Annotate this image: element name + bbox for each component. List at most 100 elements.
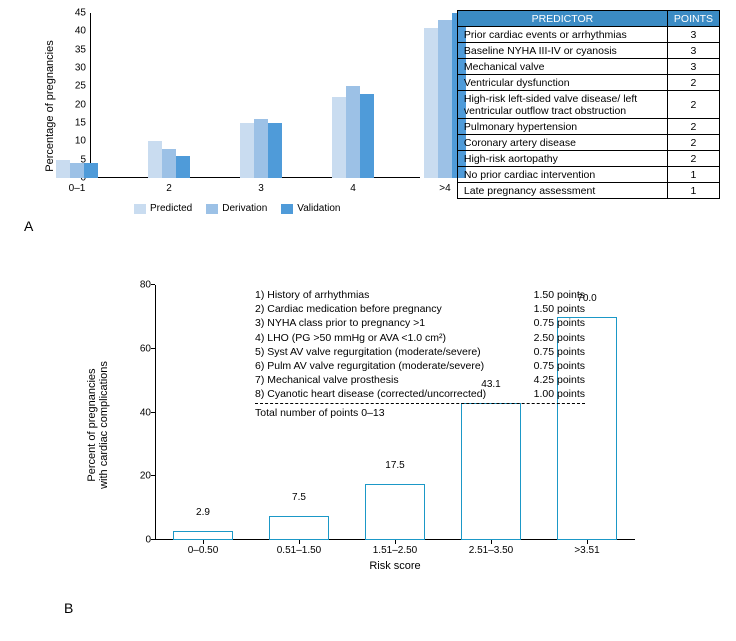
chart-a-ylabel: Percentage of pregnancies [44, 40, 56, 171]
legend-swatch [281, 204, 293, 214]
ytick: 0 [127, 535, 151, 546]
xtick: 3 [258, 183, 264, 194]
bar [176, 156, 190, 178]
predictor-text: 5) Syst AV valve regurgitation (moderate… [255, 345, 515, 359]
ytick: 40 [62, 26, 86, 37]
bar-value-label: 7.5 [292, 492, 306, 503]
xtick-mark [587, 540, 588, 544]
points-cell: 3 [667, 59, 719, 75]
table-header-points: POINTS [667, 11, 719, 27]
ytick: 15 [62, 118, 86, 129]
legend-swatch [206, 204, 218, 214]
predictor-row: 6) Pulm AV valve regurgitation (moderate… [255, 359, 585, 373]
bar [461, 403, 521, 540]
points-cell: 1 [667, 183, 719, 199]
predictor-cell: High-risk aortopathy [457, 151, 667, 167]
points-cell: 2 [667, 119, 719, 135]
predictor-points: 0.75 points [515, 359, 585, 373]
predictor-row: 2) Cardiac medication before pregnancy1.… [255, 302, 585, 316]
bar [360, 94, 374, 178]
bar [56, 160, 70, 178]
ytick-mark [151, 348, 155, 349]
panel-a-label: A [24, 218, 33, 234]
points-cell: 2 [667, 135, 719, 151]
bar [269, 516, 329, 540]
predictor-row: 8) Cyanotic heart disease (corrected/unc… [255, 387, 585, 401]
xtick-mark [203, 540, 204, 544]
table-row: Late pregnancy assessment1 [457, 183, 719, 199]
chart-b-ylabel: Percent of pregnancieswith cardiac compl… [86, 361, 110, 489]
separator [255, 403, 585, 404]
bar [332, 97, 346, 178]
table-row: No prior cardiac intervention1 [457, 167, 719, 183]
chart-b-xlabel: Risk score [155, 560, 635, 572]
table-row: Pulmonary hypertension2 [457, 119, 719, 135]
xtick: 0–1 [69, 183, 86, 194]
predictor-list: 1) History of arrhythmias1.50 points2) C… [255, 288, 585, 421]
xtick-mark [491, 540, 492, 544]
bar [148, 141, 162, 178]
chart-a-plot: 0510152025303540450–1234>4 [90, 13, 420, 178]
ytick: 30 [62, 63, 86, 74]
predictor-cell: Mechanical valve [457, 59, 667, 75]
predictor-row: 7) Mechanical valve prosthesis4.25 point… [255, 373, 585, 387]
ytick: 60 [127, 343, 151, 354]
ytick: 25 [62, 81, 86, 92]
bar [162, 149, 176, 178]
ytick: 45 [62, 8, 86, 19]
xtick: 1.51–2.50 [373, 545, 418, 556]
predictor-row: 4) LHO (PG >50 mmHg or AVA <1.0 cm²)2.50… [255, 331, 585, 345]
axis-y [90, 13, 91, 178]
table-row: Mechanical valve3 [457, 59, 719, 75]
predictor-row: 1) History of arrhythmias1.50 points [255, 288, 585, 302]
points-cell: 1 [667, 167, 719, 183]
points-cell: 2 [667, 91, 719, 119]
predictor-points: 1.00 points [515, 387, 585, 401]
predictor-row: 3) NYHA class prior to pregnancy >10.75 … [255, 316, 585, 330]
predictor-text: 4) LHO (PG >50 mmHg or AVA <1.0 cm²) [255, 331, 515, 345]
xtick: 2.51–3.50 [469, 545, 514, 556]
points-cell: 2 [667, 75, 719, 91]
bar [70, 163, 84, 178]
panel-a: Percentage of pregnancies 05101520253035… [20, 8, 720, 238]
xtick: 2 [166, 183, 172, 194]
bar [438, 20, 452, 178]
ytick: 20 [127, 471, 151, 482]
table-row: Baseline NYHA III-IV or cyanosis3 [457, 43, 719, 59]
panel-b: Percent of pregnancieswith cardiac compl… [60, 280, 680, 630]
predictor-cell: No prior cardiac intervention [457, 167, 667, 183]
legend-label: Validation [297, 203, 340, 214]
bar [365, 484, 425, 540]
table-row: Prior cardiac events or arrhythmias3 [457, 27, 719, 43]
predictor-cell: Ventricular dysfunction [457, 75, 667, 91]
predictor-text: 2) Cardiac medication before pregnancy [255, 302, 515, 316]
predictor-text: 7) Mechanical valve prosthesis [255, 373, 515, 387]
predictor-cell: High-risk left-sided valve disease/ left… [457, 91, 667, 119]
legend-swatch [134, 204, 146, 214]
table-row: High-risk left-sided valve disease/ left… [457, 91, 719, 119]
predictor-points: 0.75 points [515, 345, 585, 359]
table-row: Ventricular dysfunction2 [457, 75, 719, 91]
bar-value-label: 2.9 [196, 507, 210, 518]
xtick: 4 [350, 183, 356, 194]
predictor-cell: Baseline NYHA III-IV or cyanosis [457, 43, 667, 59]
bar [84, 163, 98, 178]
points-cell: 2 [667, 151, 719, 167]
bar [173, 531, 233, 540]
predictor-points: 1.50 points [515, 302, 585, 316]
table-row: High-risk aortopathy2 [457, 151, 719, 167]
bar [254, 119, 268, 178]
ytick: 10 [62, 136, 86, 147]
predictor-points: 4.25 points [515, 373, 585, 387]
predictor-points: 0.75 points [515, 316, 585, 330]
predictor-text: 3) NYHA class prior to pregnancy >1 [255, 316, 515, 330]
bar [424, 28, 438, 178]
predictor-points: 1.50 points [515, 288, 585, 302]
xtick: 0–0.50 [188, 545, 219, 556]
predictor-text: 6) Pulm AV valve regurgitation (moderate… [255, 359, 515, 373]
ytick-mark [151, 475, 155, 476]
predictor-row: 5) Syst AV valve regurgitation (moderate… [255, 345, 585, 359]
bar [346, 86, 360, 178]
xtick-mark [395, 540, 396, 544]
points-cell: 3 [667, 43, 719, 59]
